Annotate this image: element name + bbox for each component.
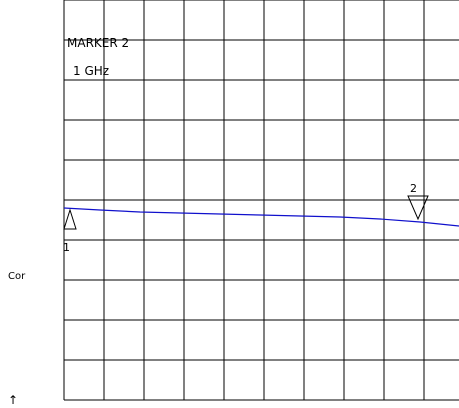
up-arrow-icon: ↑ — [8, 393, 18, 407]
marker-2-triangle-icon — [407, 195, 429, 221]
marker-2-label: 2 — [410, 182, 417, 195]
marker-1-triangle-icon — [63, 208, 77, 230]
marker-annotation-value: 1 GHz — [73, 64, 109, 78]
measurement-trace — [63, 207, 459, 227]
marker-2[interactable]: 2 — [407, 182, 429, 221]
marker-1-label: 1 — [63, 241, 70, 254]
plot-grid — [63, 0, 459, 401]
correction-status-label: Cor — [8, 271, 26, 282]
marker-annotation-title: MARKER 2 — [67, 36, 129, 50]
marker-1[interactable]: 1 — [63, 208, 77, 254]
